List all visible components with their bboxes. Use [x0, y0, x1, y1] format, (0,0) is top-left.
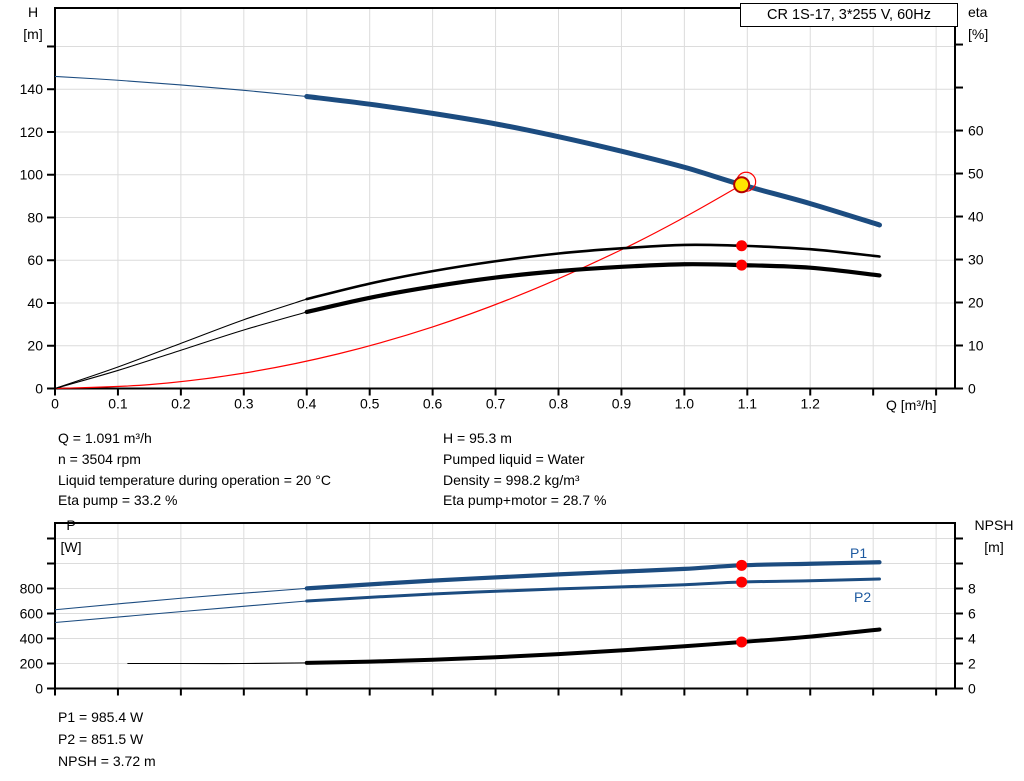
tick-label-x: 0.5: [360, 396, 380, 412]
head-curve: [304, 94, 882, 228]
tick-label-left: 200: [20, 656, 44, 672]
pump-title: CR 1S-17, 3*255 V, 60Hz: [767, 7, 931, 23]
tick-label-left: 100: [20, 167, 44, 183]
annotation-p2: P2 = 851.5 W: [58, 731, 144, 747]
p-axis-title: P: [66, 517, 76, 533]
eta-pump-motor-curve: [304, 262, 882, 315]
p2-curve-label: P2: [854, 589, 872, 605]
eta-axis-title: eta: [968, 4, 988, 20]
tick-label-left: 120: [20, 124, 44, 140]
annotation-eta-pump-motor: Eta pump+motor = 28.7 %: [443, 492, 607, 509]
tick-label-right: 50: [968, 166, 984, 182]
npsh-duty-dot: [736, 636, 748, 648]
tick-label-x: 0.9: [612, 396, 632, 412]
tick-label-x: 0.2: [171, 396, 191, 412]
tick-label-x: 0: [51, 396, 59, 412]
annotation-eta-pump: Eta pump = 33.2 %: [58, 492, 178, 509]
duty-point-marker[interactable]: [733, 171, 757, 194]
eta-pump-duty-dot: [736, 240, 748, 252]
tick-label-x: 0.8: [549, 396, 569, 412]
tick-label-right: 2: [968, 656, 976, 672]
tick-label-right: 0: [968, 681, 976, 697]
p1-curve: [304, 560, 882, 591]
p1-curve-thin: [54, 587, 307, 611]
tick-label-right: 20: [968, 295, 984, 311]
npsh-axis-unit: [m]: [984, 539, 1004, 555]
tick-label-left: 400: [20, 631, 44, 647]
chart-frame: [54, 522, 956, 690]
power-annotations: P1 = 985.4 W P2 = 851.5 W NPSH = 3.72 m: [58, 706, 156, 772]
tick-label-left: 600: [20, 606, 44, 622]
eta-pump-curve: [305, 243, 881, 301]
tick-label-x: 0.7: [486, 396, 506, 412]
tick-label-x: 0.1: [108, 396, 128, 412]
eta-axis-unit: [%]: [968, 26, 989, 42]
tick-label-x: 0.4: [297, 396, 317, 412]
pump-title-box: CR 1S-17, 3*255 V, 60Hz: [740, 3, 958, 27]
tick-label-right: 40: [968, 209, 984, 225]
tick-label-left: 20: [27, 338, 43, 354]
tick-label-left: 40: [27, 295, 43, 311]
annotation-flow: Q = 1.091 m³/h: [58, 430, 152, 446]
duty-annotations-right: H = 95.3 m Pumped liquid = Water Density…: [443, 428, 606, 511]
power-npsh-chart: 0 200 400 600 800 0 2 4 6 8: [20, 522, 976, 697]
annotation-liquid: Pumped liquid = Water: [443, 450, 585, 467]
p2-duty-dot: [736, 576, 748, 588]
tick-label-right: 60: [968, 123, 984, 139]
tick-label-right: 8: [968, 581, 976, 597]
p2-curve: [305, 577, 881, 603]
q-axis-label: Q [m³/h]: [886, 397, 937, 413]
tick-label-left: 80: [27, 209, 43, 225]
h-axis-title: H: [27, 4, 39, 20]
tick-label-x: 1.0: [675, 396, 695, 412]
annotation-head: H = 95.3 m: [443, 430, 512, 446]
tick-label-x: 0.6: [423, 396, 443, 412]
duty-annotations-left: Q = 1.091 m³/h n = 3504 rpm Liquid tempe…: [58, 428, 331, 511]
npsh-curve: [304, 627, 882, 665]
p-axis-unit: [W]: [60, 539, 82, 555]
p2-curve-thin: [54, 600, 307, 624]
eta-pump-curve-thin: [54, 298, 307, 390]
tick-label-right: 0: [968, 381, 976, 397]
head-curve-thin: [54, 75, 307, 98]
annotation-npsh: NPSH = 3.72 m: [58, 753, 156, 769]
tick-label-right: 4: [968, 631, 976, 647]
npsh-axis-title: NPSH: [974, 517, 1014, 533]
tick-label-left: 140: [20, 81, 44, 97]
eta-pump-motor-duty-dot: [736, 259, 748, 271]
npsh-curve-thin: [127, 662, 307, 665]
h-axis-unit: [m]: [23, 26, 43, 42]
hq-eta-chart: 0 20 40 60 80 100 120 140 0 10 20 30 40 50 60 0 0.1 0.2 0.…: [20, 7, 984, 412]
tick-label-left: 800: [20, 581, 44, 597]
tick-label-x: 0.3: [234, 396, 254, 412]
system-curve: [54, 184, 742, 390]
tick-label-left: 0: [35, 381, 43, 397]
tick-label-left: 60: [27, 252, 43, 268]
hq-eta-chart-plot-area[interactable]: [55, 8, 955, 389]
annotation-temperature: Liquid temperature during operation = 20…: [58, 471, 331, 488]
chart-frame: [54, 7, 956, 390]
tick-label-right: 10: [968, 338, 984, 354]
annotation-density: Density = 998.2 kg/m³: [443, 471, 580, 488]
annotation-speed: n = 3504 rpm: [58, 450, 141, 467]
eta-pump-motor-curve-thin: [54, 311, 307, 390]
duty-dot: [733, 176, 751, 194]
p1-curve-label: P1: [850, 545, 868, 561]
tick-label-x: 1.2: [801, 396, 821, 412]
tick-label-right: 30: [968, 252, 984, 268]
tick-label-x: 1.1: [738, 396, 758, 412]
annotation-p1: P1 = 985.4 W: [58, 709, 144, 725]
tick-label-right: 6: [968, 606, 976, 622]
p1-duty-dot: [736, 559, 748, 571]
tick-label-left: 0: [35, 681, 43, 697]
